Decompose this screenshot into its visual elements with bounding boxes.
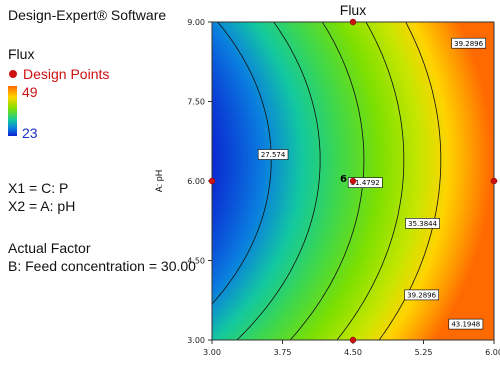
software-name: Design-Expert® Software — [8, 7, 167, 23]
design-point — [349, 177, 357, 185]
design-point — [349, 336, 357, 344]
axes: 3.00 3.75 4.50 5.25 6.00 3.00 4.50 6.00 7.50 9.00 — [187, 18, 500, 357]
contour-line-5 — [378, 22, 442, 340]
actual-factor-title: Actual Factor — [8, 240, 91, 256]
x-tick-label: 4.50 — [344, 348, 362, 357]
y-tick-label: 7.50 — [187, 98, 205, 107]
contour-label: 39.2896 — [407, 292, 436, 300]
y-tick-label: 3.00 — [187, 336, 205, 345]
x-tick-label: 3.75 — [274, 348, 292, 357]
x-tick-label: 6.00 — [485, 348, 500, 357]
contour-label-box — [257, 149, 289, 160]
design-point — [208, 177, 216, 185]
y-tick-label: 6.00 — [187, 177, 205, 186]
design-point — [490, 177, 498, 185]
legend-panel: Design-Expert® Software Flux Design Poin… — [0, 0, 196, 367]
contour-line-4 — [336, 22, 405, 340]
response-name: Flux — [8, 46, 35, 62]
contour-label: 31.4792 — [351, 179, 380, 187]
y-axis-label: A: pH — [154, 170, 164, 193]
design-point — [349, 18, 357, 26]
ramp-low-label: 23 — [22, 125, 38, 141]
contour-label: 43.1948 — [451, 321, 480, 329]
contour-line-2 — [236, 22, 321, 340]
contour-label: 35.3844 — [408, 220, 437, 228]
contour-label: 27.574 — [261, 151, 286, 159]
x1-definition: X1 = C: P — [8, 180, 69, 196]
ramp-high-label: 49 — [22, 84, 38, 100]
design-point-count: 6 — [340, 174, 347, 185]
actual-factor-value: B: Feed concentration = 30.00 — [8, 258, 196, 274]
contour-line-1 — [212, 22, 272, 305]
x-tick-label: 5.25 — [415, 348, 433, 357]
contour-label-box — [347, 177, 383, 188]
design-points: 6 — [208, 18, 498, 344]
contour-label-box — [448, 318, 484, 330]
contour-label-box — [405, 218, 440, 229]
x2-definition: X2 = A: pH — [8, 198, 76, 214]
x-tick-label: 3.00 — [203, 348, 221, 357]
chart-title: Flux — [340, 2, 366, 18]
contour-label-box — [404, 289, 440, 301]
color-ramp — [8, 86, 17, 136]
y-tick-label: 4.50 — [187, 257, 205, 266]
contour-label: 39.2896 — [454, 40, 483, 48]
design-points-label: Design Points — [23, 66, 110, 82]
contour-label-box — [451, 37, 487, 49]
design-point-legend-marker — [9, 70, 17, 78]
contour-labels: 27.574 31.4792 35.3844 39.2896 39.2896 43.194… — [257, 37, 487, 330]
y-tick-label: 9.00 — [187, 18, 205, 27]
